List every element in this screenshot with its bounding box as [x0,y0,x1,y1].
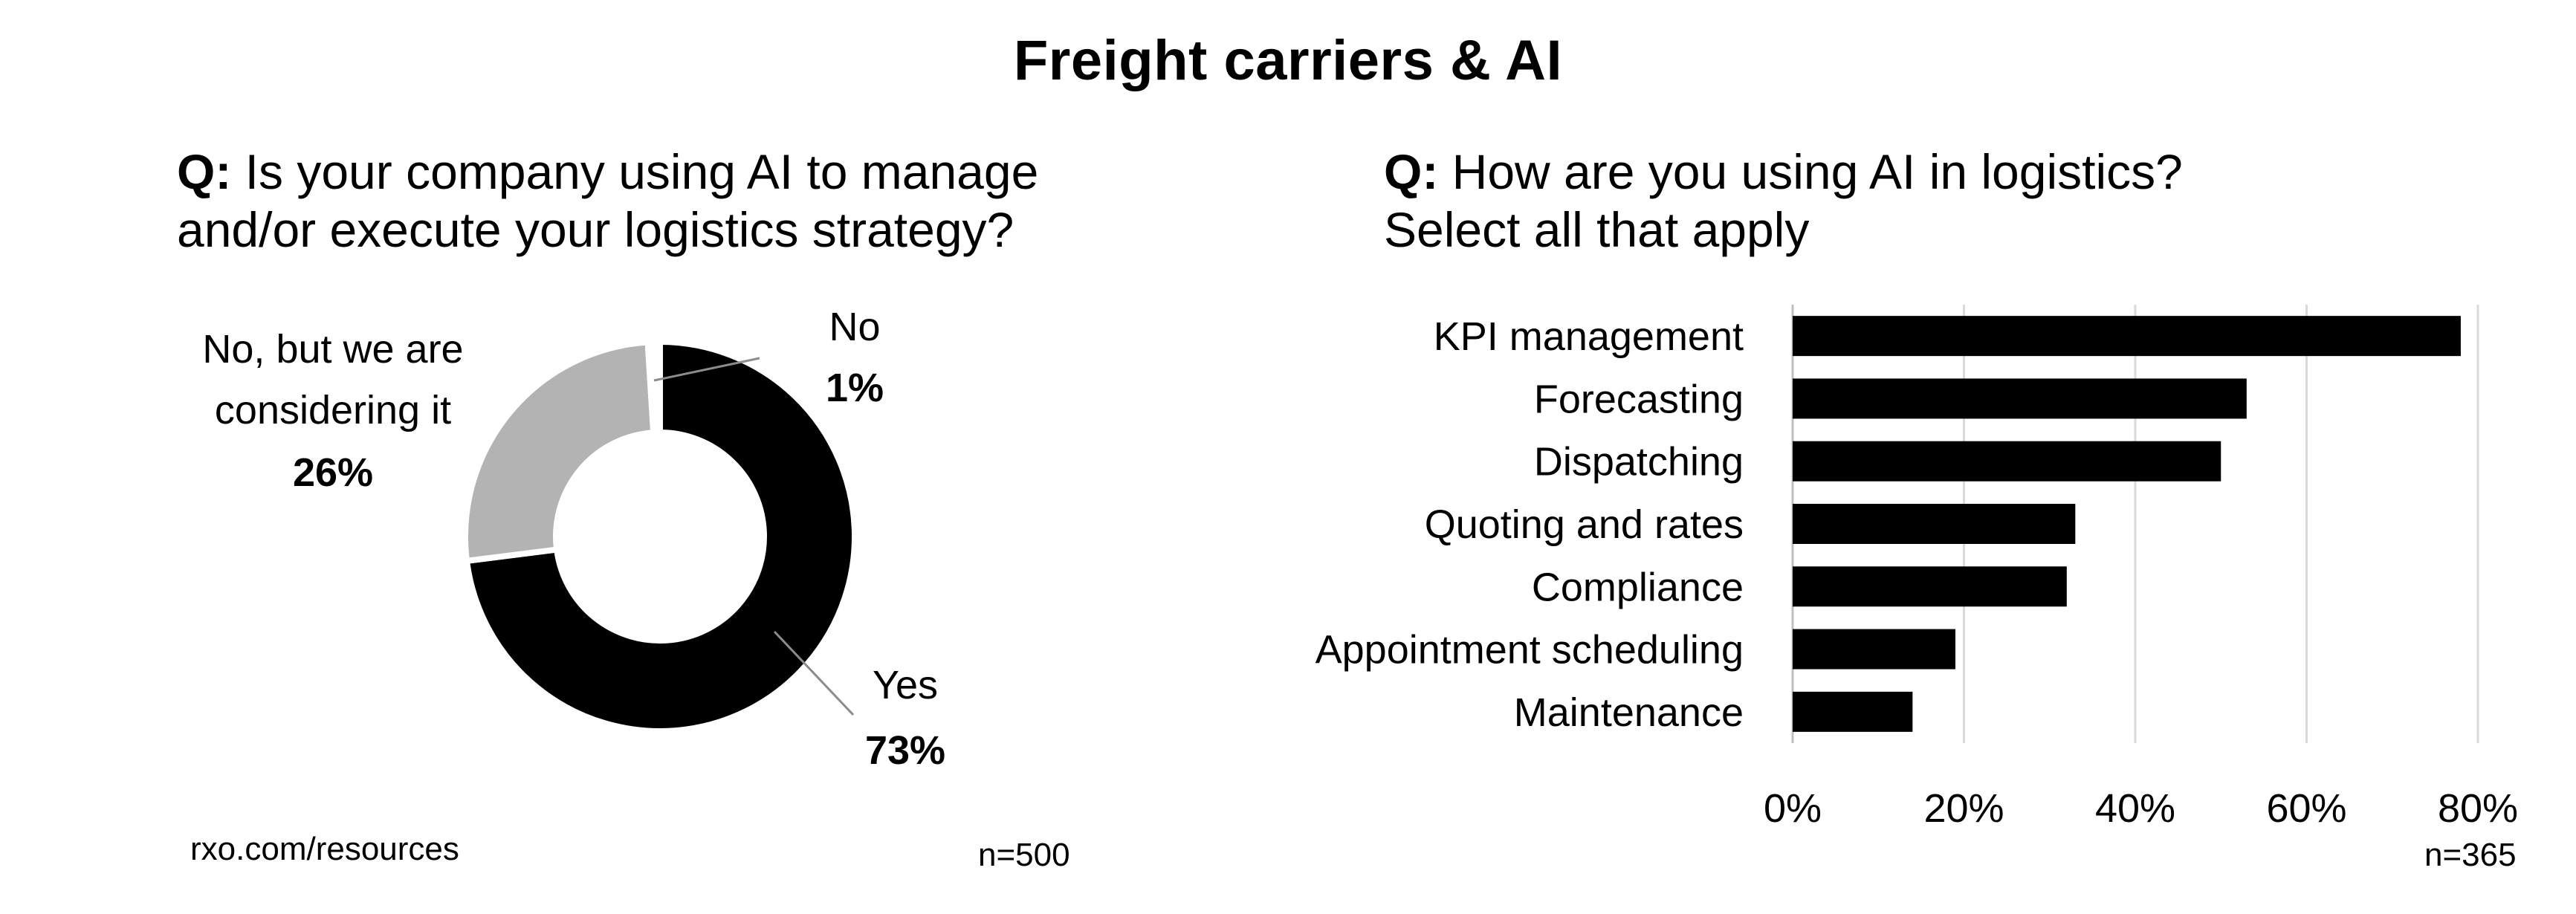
q-prefix: Q: [1384,144,1439,199]
bar [1793,566,2067,607]
x-tick-label: 60% [2266,786,2346,831]
sample-size-left: n=500 [978,837,1070,873]
slice-label-no: No [829,305,880,349]
slice-value-yes: 73% [865,728,945,773]
sample-size-right: n=365 [2424,837,2517,873]
right-question: Q: How are you using AI in logistics? Se… [1384,143,2499,259]
bar [1793,504,2076,544]
chart-title: Freight carriers & AI [1013,29,1563,92]
donut-slice-considering [462,339,657,565]
category-label: Dispatching [1534,440,1744,484]
x-tick-label: 20% [1923,786,2004,831]
q-prefix: Q: [177,144,232,199]
donut-slice-yes [463,338,858,734]
left-question: Q: Is your company using AI to manage an… [177,143,1217,259]
category-label: Compliance [1532,565,1744,609]
slice-value-no: 1% [826,366,884,410]
category-label: Maintenance [1514,690,1744,735]
category-label: Forecasting [1534,377,1744,421]
x-tick-label: 0% [1764,786,1822,831]
bar [1793,316,2461,357]
question-line-1: How are you using AI in logistics? [1452,144,2183,199]
bar [1793,378,2247,419]
category-label: KPI management [1434,314,1744,359]
category-label: Quoting and rates [1425,502,1744,547]
leader-line-no [653,357,760,382]
donut-chart: No 1% No, but we are considering it 26% … [202,305,945,773]
slice-value-considering: 26% [293,450,373,495]
donut-slice-no [644,338,663,436]
category-label: Appointment scheduling [1315,628,1744,672]
bar [1793,441,2221,482]
leader-line-yes [773,630,855,716]
bar [1793,691,1913,732]
x-tick-label: 40% [2095,786,2175,831]
bar [1793,629,1955,670]
question-line-1: Is your company using AI to manage [245,144,1039,199]
source-text: rxo.com/resources [190,831,459,867]
x-tick-label: 80% [2438,786,2518,831]
question-line-2: Select all that apply [1384,202,1810,257]
slice-label-considering-2: considering it [215,388,451,432]
slice-label-considering-1: No, but we are [202,327,463,372]
question-line-2: and/or execute your logistics strategy? [177,202,1014,257]
slice-label-yes: Yes [873,663,938,707]
